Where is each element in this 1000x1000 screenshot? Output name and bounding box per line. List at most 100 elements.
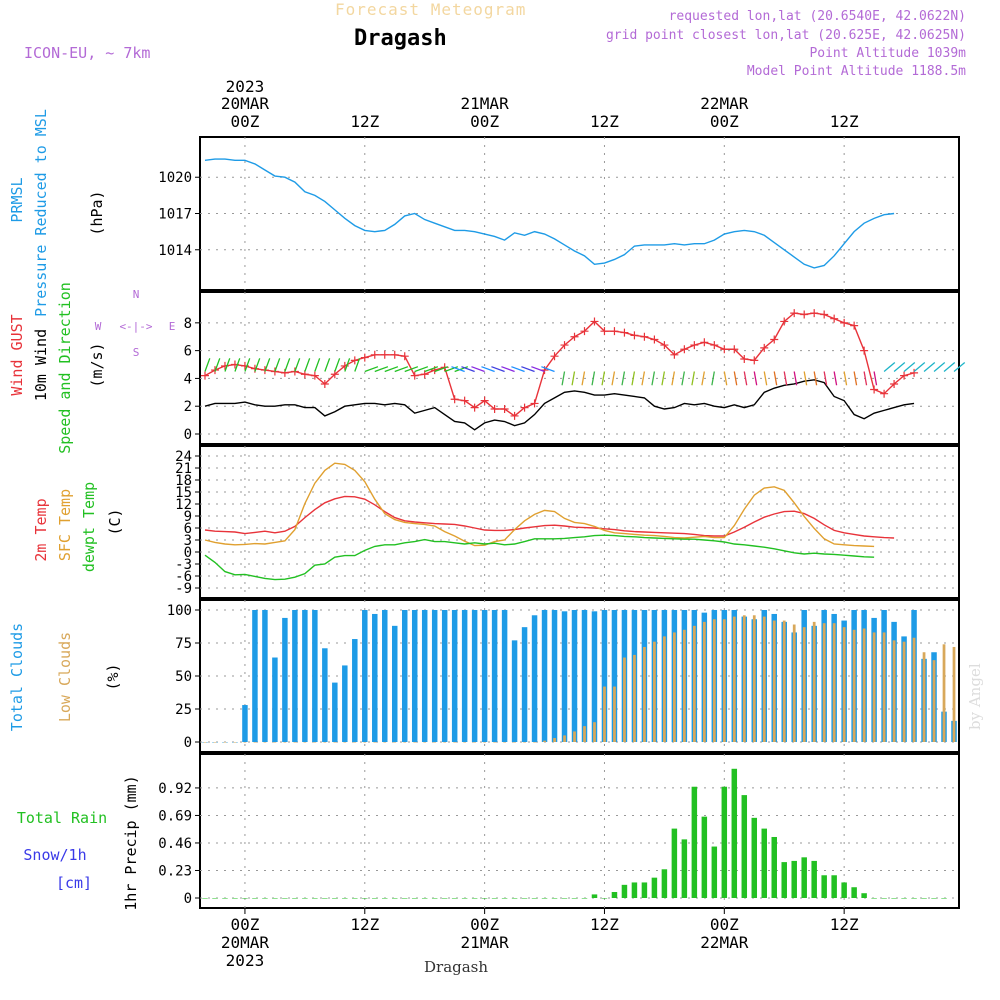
- bar-low-clouds: [283, 742, 287, 743]
- bar-total-clouds: [431, 610, 438, 742]
- gust-point: [360, 353, 369, 362]
- bar-total-rain: [262, 898, 268, 899]
- bar-total-rain: [691, 786, 698, 898]
- bar-low-clouds: [682, 629, 686, 742]
- wind-arrow: [701, 371, 705, 386]
- bar-total-rain: [931, 898, 937, 899]
- bar-low-clouds: [343, 742, 347, 743]
- gust-point: [690, 341, 699, 350]
- bar-low-clouds: [263, 742, 267, 743]
- y-tick-label: 1020: [158, 170, 192, 186]
- gust-point: [830, 314, 839, 323]
- bar-low-clouds: [513, 742, 516, 743]
- gust-point: [310, 371, 319, 380]
- wind-arrow: [454, 366, 469, 373]
- wind-arrow: [254, 358, 261, 372]
- y-tick-label: 1014: [158, 243, 192, 259]
- bar-total-clouds: [471, 610, 478, 742]
- gust-point: [550, 352, 559, 361]
- wind-panel: 0 2 4 6 8: [184, 291, 966, 445]
- bar-total-clouds: [571, 610, 578, 742]
- bar-total-rain: [781, 862, 787, 898]
- gust-point: [780, 317, 789, 326]
- gust-point: [490, 404, 499, 413]
- gust-point: [370, 350, 379, 359]
- wind-arrow: [893, 361, 906, 372]
- wind-arrow: [953, 361, 966, 372]
- wind-arrow: [873, 371, 878, 386]
- gust-point: [630, 331, 639, 340]
- wind-arrow: [711, 371, 715, 386]
- bar-total-rain: [531, 898, 538, 899]
- bar-total-rain: [292, 898, 298, 899]
- wind-label-10m: 10m Wind: [32, 329, 50, 401]
- bar-low-clouds: [912, 637, 916, 742]
- wind-arrow: [793, 371, 798, 386]
- top-time-label: 21MAR: [461, 94, 510, 113]
- bar-total-rain: [441, 898, 448, 899]
- bar-total-rain: [861, 893, 867, 898]
- wind-arrow: [284, 358, 291, 372]
- gust-point: [740, 354, 749, 363]
- gust-point: [840, 318, 849, 327]
- wind-arrow: [903, 361, 916, 372]
- gust-point: [620, 328, 629, 337]
- y-tick-label: 24: [175, 449, 192, 465]
- bar-total-clouds: [551, 610, 558, 742]
- gust-point: [290, 367, 299, 376]
- bar-low-clouds: [732, 616, 736, 742]
- gust-point: [500, 404, 509, 413]
- bar-total-clouds: [322, 648, 328, 742]
- bar-total-clouds: [521, 627, 528, 742]
- bar-low-clouds: [603, 686, 606, 742]
- y-tick-label: 2: [184, 399, 192, 415]
- wind-arrow: [773, 371, 778, 386]
- gust-point: [700, 338, 709, 347]
- top-time-label: 12Z: [350, 112, 379, 131]
- bar-total-rain: [322, 898, 328, 899]
- top-time-label: 12Z: [590, 112, 619, 131]
- bar-total-rain: [342, 898, 348, 899]
- y-tick-label: 6: [184, 521, 192, 537]
- bar-total-rain: [222, 898, 228, 899]
- clouds-unit: (%): [104, 663, 122, 690]
- place-name: Dragash: [354, 26, 447, 51]
- bar-low-clouds: [323, 742, 327, 743]
- wind-arrow: [374, 366, 389, 373]
- clouds-label-low: Low Clouds: [56, 632, 74, 722]
- bar-total-clouds: [401, 610, 408, 742]
- wind-arrow: [753, 371, 758, 386]
- bar-total-rain: [501, 898, 508, 899]
- wind-arrow: [571, 371, 576, 386]
- bar-total-clouds: [332, 682, 338, 742]
- bottom-time-label: 00Z: [230, 915, 259, 934]
- wind-arrow: [274, 358, 281, 372]
- bar-low-clouds: [702, 621, 706, 742]
- bar-low-clouds: [483, 742, 486, 743]
- gust-point: [660, 341, 669, 350]
- wind-arrow: [384, 366, 399, 373]
- wind-arrow: [204, 358, 211, 372]
- gust-point: [600, 327, 609, 336]
- bar-low-clouds: [892, 640, 896, 742]
- bar-low-clouds: [403, 742, 407, 743]
- bar-low-clouds: [533, 742, 536, 743]
- gust-point: [420, 370, 429, 379]
- bar-low-clouds: [922, 652, 926, 742]
- compass-n: N: [133, 288, 140, 301]
- gust-point: [730, 345, 739, 354]
- gust-point: [250, 364, 259, 373]
- bar-low-clouds: [273, 742, 277, 743]
- bar-total-rain: [232, 898, 238, 899]
- wind-arrow: [451, 366, 465, 373]
- bar-total-rain: [791, 860, 797, 898]
- bar-total-rain: [601, 898, 608, 899]
- bottom-time-label: 21MAR: [461, 933, 510, 952]
- point-altitude: Point Altitude 1039m: [809, 46, 966, 61]
- precip-panel: 0 0.23 0.46 0.69 0.92: [158, 753, 960, 909]
- bar-total-rain: [242, 898, 248, 899]
- gust-point: [320, 379, 329, 388]
- gust-point: [800, 310, 809, 319]
- precip-frame: [199, 753, 960, 909]
- wind-arrow: [943, 361, 956, 372]
